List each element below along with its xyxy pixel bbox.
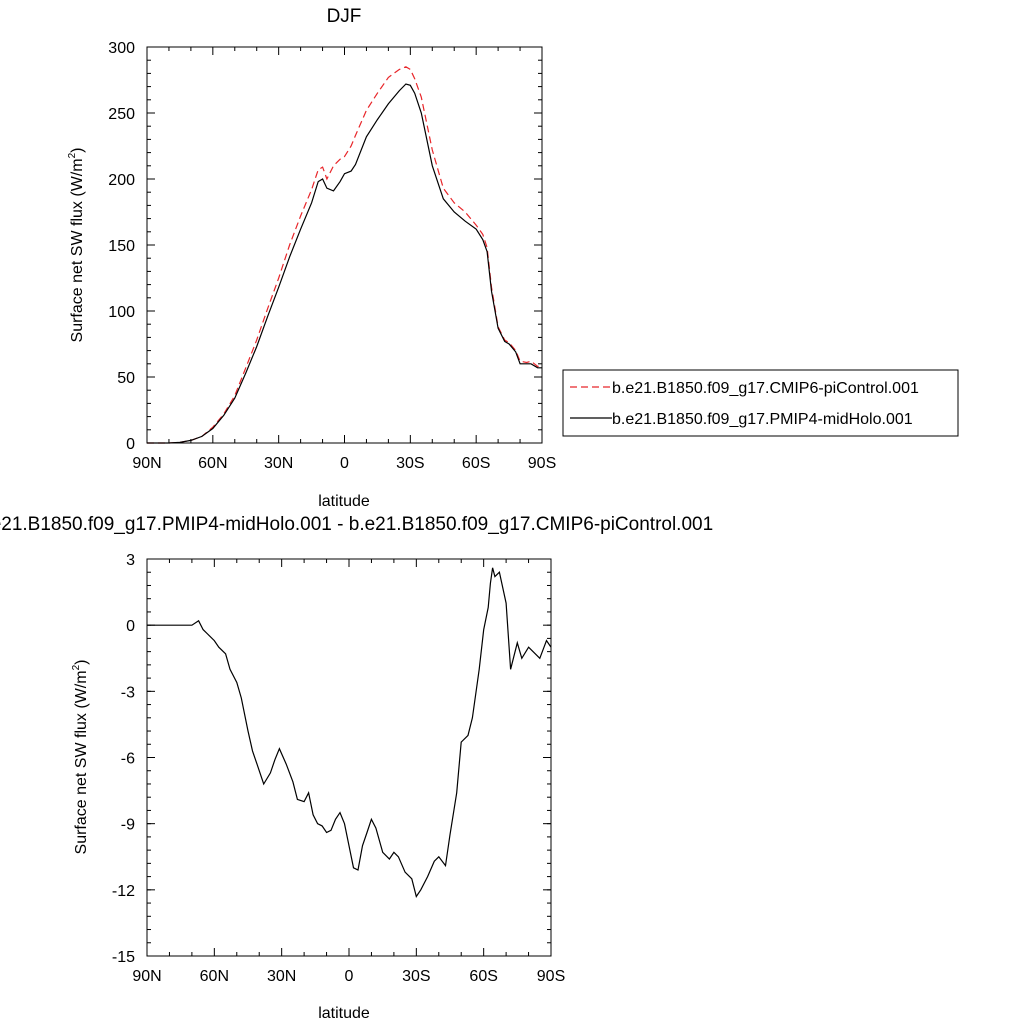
x-tick-label: 30N — [264, 455, 293, 472]
y-tick-label: 200 — [108, 172, 135, 189]
x-tick-label: 60N — [200, 968, 229, 985]
y-tick-label: 0 — [126, 618, 135, 635]
x-tick-label: 60S — [462, 455, 490, 472]
x-tick-label: 30S — [402, 968, 430, 985]
x-tick-label: 90S — [528, 455, 556, 472]
x-tick-label: 0 — [345, 968, 354, 985]
y-tick-label: 100 — [108, 304, 135, 321]
x-tick-label: 90N — [132, 968, 161, 985]
y-tick-label: 0 — [126, 436, 135, 453]
x-tick-label: 90S — [537, 968, 565, 985]
x-tick-label: 60N — [198, 455, 227, 472]
x-tick-label: 90N — [132, 455, 161, 472]
bottom-panel: b.e21.B1850.f09_g17.PMIP4-midHolo.001 - … — [0, 514, 713, 1022]
top-chart-title: DJF — [327, 6, 362, 27]
top-plot-frame — [146, 46, 543, 444]
legend: b.e21.B1850.f09_g17.CMIP6-piControl.001 … — [562, 369, 959, 437]
top-x-axis-label: latitude — [318, 493, 370, 510]
x-tick-label: 30S — [396, 455, 424, 472]
top-y-axis-label: Surface net SW flux (W/m2) — [67, 148, 86, 343]
bottom-x-axis-label: latitude — [318, 1005, 370, 1022]
y-tick-label: -12 — [112, 883, 135, 900]
x-tick-label: 0 — [340, 455, 349, 472]
y-tick-label: -6 — [121, 751, 135, 768]
y-tick-label: 250 — [108, 106, 135, 123]
y-tick-label: -15 — [112, 949, 135, 966]
bottom-y-axis-label: Surface net SW flux (W/m2) — [71, 660, 90, 855]
bottom-chart-title: b.e21.B1850.f09_g17.PMIP4-midHolo.001 - … — [0, 514, 713, 535]
legend-label-control: b.e21.B1850.f09_g17.CMIP6-piControl.001 — [612, 380, 919, 397]
y-tick-label: 150 — [108, 238, 135, 255]
x-tick-label: 30N — [267, 968, 296, 985]
series-line-difference — [147, 567, 552, 898]
x-tick-label: 60S — [469, 968, 497, 985]
top-panel: DJF 90N 60N 30N 0 30S 60S 90S 0 50 100 150 200 250 30… — [67, 6, 556, 510]
y-tick-label: -3 — [121, 684, 135, 701]
legend-label-holo: b.e21.B1850.f09_g17.PMIP4-midHolo.001 — [612, 411, 913, 428]
y-tick-label: 50 — [117, 370, 135, 387]
y-tick-label: -9 — [121, 817, 135, 834]
y-tick-label: 3 — [126, 552, 135, 569]
series-line-midholo — [147, 83, 542, 444]
y-tick-label: 300 — [108, 40, 135, 57]
legend-box — [562, 369, 959, 437]
series-line-picontrol — [147, 66, 542, 444]
bottom-plot-frame — [146, 558, 552, 957]
